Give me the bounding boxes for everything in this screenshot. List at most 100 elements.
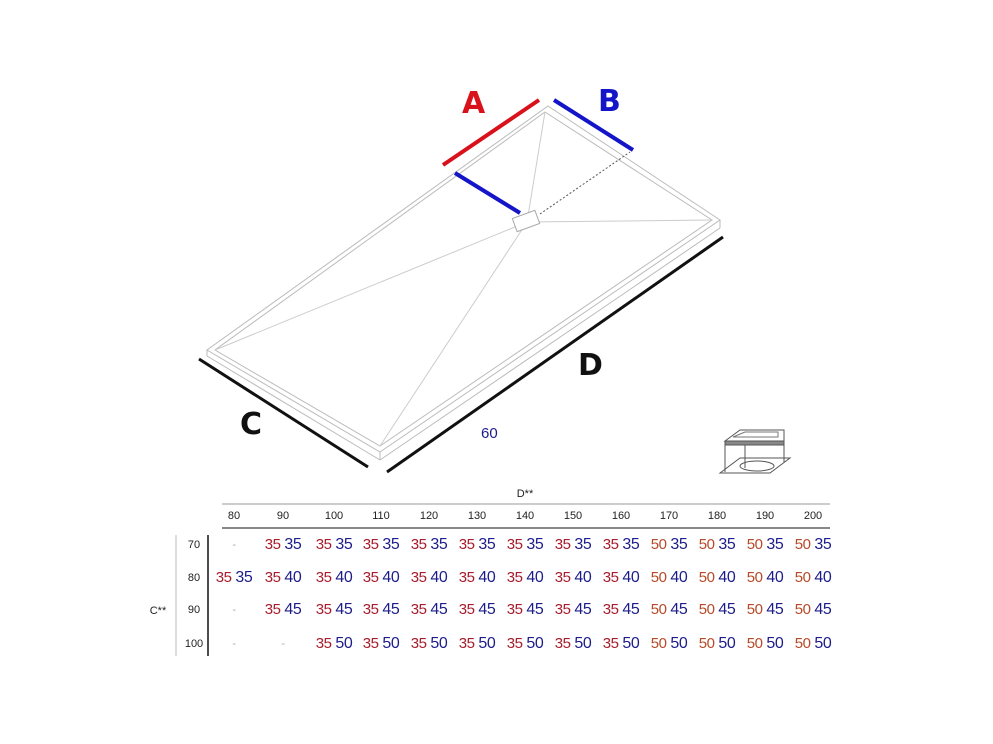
second-value: 50 [522,635,544,652]
table-cell: - [232,604,236,616]
first-value: 35 [315,536,332,553]
table-cell: 35 40 [264,569,302,587]
b-dotted-line [539,151,631,215]
table-cell: 35 35 [458,536,496,554]
second-value: 35 [426,536,448,553]
tray-outline [206,105,721,461]
first-value: 35 [410,536,427,553]
first-value: 35 [458,635,475,652]
table-cell: 35 40 [410,569,448,587]
label-c: C [240,407,263,442]
label-b: B [598,84,621,119]
first-value: 50 [746,601,763,618]
second-value: 50 [714,635,736,652]
second-value: 50 [570,635,592,652]
second-value: 40 [522,569,544,586]
first-value: 50 [794,536,811,553]
table-cell: 50 40 [651,569,688,587]
column-header: 120 [419,510,439,522]
second-value: 35 [378,536,400,553]
first-value: 50 [698,569,715,586]
second-value: 35 [714,536,736,553]
second-value: 50 [666,635,688,652]
second-value: 45 [378,601,400,618]
first-value: 50 [698,635,715,652]
column-header: 140 [515,510,535,522]
first-value: 35 [602,536,619,553]
second-value: 35 [331,536,353,553]
table-cell: 35 45 [507,601,544,619]
table-cell: 50 35 [698,536,736,554]
second-value: 40 [426,569,448,586]
second-value: 45 [714,601,736,618]
first-value: 35 [215,569,232,586]
column-header: 190 [755,510,775,522]
first-value: 35 [410,569,427,586]
second-value: 40 [570,569,592,586]
second-value: 45 [666,601,688,618]
table-cell: 35 50 [411,635,448,653]
first-value: 35 [315,569,332,586]
table-cell: - [232,638,236,650]
column-header: 100 [324,510,344,522]
second-value: 45 [618,601,640,618]
table-cell: 50 35 [746,536,784,554]
table-cell: 35 50 [363,635,400,653]
second-value: 45 [280,601,302,618]
column-header: 170 [659,510,679,522]
second-value: 50 [474,635,496,652]
table-cell: 35 50 [602,635,640,653]
second-value: 35 [570,536,592,553]
dimension-b-line-side [453,171,522,215]
first-value: 35 [506,569,523,586]
first-value: 35 [506,635,523,652]
table-cell: - [281,638,285,650]
second-value: 40 [666,569,688,586]
first-value: 35 [554,601,571,618]
first-value: 50 [746,536,763,553]
first-value: 35 [264,536,281,553]
second-value: 45 [762,601,784,618]
second-value: 35 [810,536,832,553]
second-value: 35 [280,536,302,553]
first-value: 35 [264,569,281,586]
row-header: 100 [184,638,204,650]
table-cell: 50 50 [698,635,736,653]
table-cell: 35 45 [554,601,592,619]
table-cell: 50 40 [698,569,736,587]
first-value: 35 [602,635,619,652]
row-header: 90 [187,604,201,616]
table-cell: - [232,539,236,551]
first-value: 50 [698,536,715,553]
slope-lines [214,111,713,447]
first-value: 35 [458,601,475,618]
table-cell: 35 40 [506,569,544,587]
first-value: 50 [698,601,715,618]
second-value: 50 [331,635,353,652]
first-value: 50 [746,635,763,652]
column-header: 150 [563,510,583,522]
row-axis-label: C** [149,605,167,617]
column-header: 90 [276,510,290,522]
table-cell: 35 50 [506,635,544,653]
first-value: 50 [746,569,763,586]
dimension-c-line [198,357,369,469]
column-header: 130 [467,510,487,522]
first-value: 35 [315,601,332,618]
first-value: 35 [410,601,427,618]
first-value: 50 [794,635,811,652]
second-value: 50 [618,635,640,652]
second-value: 45 [426,601,448,618]
first-value: 35 [458,536,475,553]
table-lines [175,503,830,656]
table-cell: 50 40 [795,569,832,587]
table-cell: 35 50 [458,635,496,653]
column-header: 200 [803,510,823,522]
first-value: 35 [362,536,379,553]
table-cell: 35 35 [315,536,353,554]
table-cell: 50 45 [795,601,832,619]
table-cell: 35 50 [555,635,592,653]
first-value: 35 [602,601,619,618]
first-value: 35 [506,536,523,553]
